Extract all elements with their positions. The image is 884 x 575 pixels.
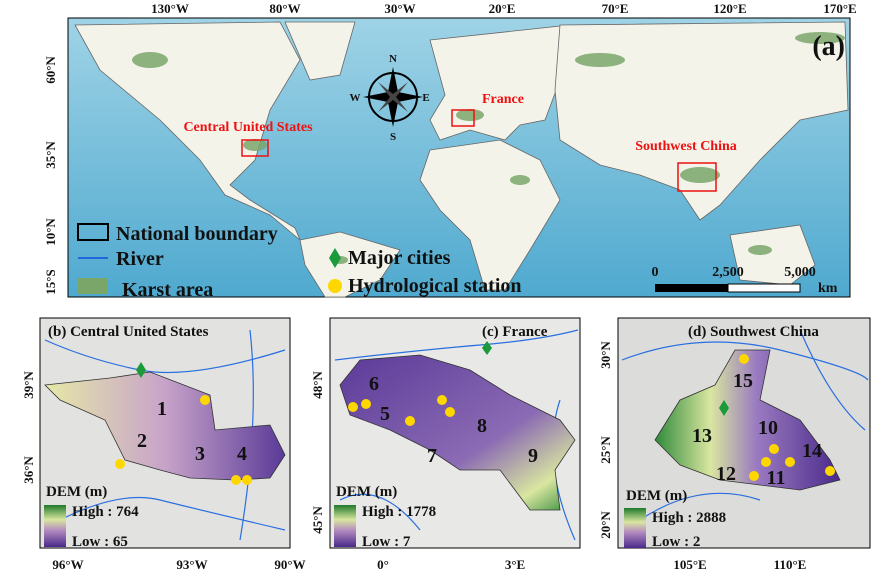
lon-label: 70°E — [602, 1, 629, 16]
legend-city-swatch — [329, 248, 341, 268]
basin-number: 12 — [716, 463, 736, 485]
region-label: Central United States — [183, 120, 313, 135]
lat-label: 10°N — [43, 218, 58, 246]
dem-title: DEM (m) — [336, 484, 397, 500]
dem-high: High : 2888 — [652, 510, 726, 526]
panel-title: (d) Southwest China — [688, 324, 819, 340]
lat-label: 20°N — [598, 511, 613, 539]
basin-number: 5 — [380, 403, 390, 425]
basin-number: 3 — [195, 443, 205, 465]
legend-boundary-swatch — [77, 223, 109, 241]
lat-label: 60°N — [43, 56, 58, 84]
dem-low: Low : 7 — [362, 534, 411, 550]
dem-high: High : 1778 — [362, 504, 436, 520]
dem-legend — [44, 505, 66, 547]
scale-label: 0 — [652, 265, 659, 280]
lon-label: 96°W — [52, 557, 83, 572]
lon-label: 93°W — [176, 557, 207, 572]
basin-number: 11 — [767, 467, 786, 489]
basin-number: 13 — [692, 425, 712, 447]
scale-bar — [727, 283, 801, 293]
lat-label: 45°N — [310, 506, 325, 534]
lon-label: 0° — [377, 557, 389, 572]
lon-label: 80°W — [269, 1, 300, 16]
lon-label: 110°E — [774, 557, 807, 572]
panel-d-basins — [654, 349, 841, 491]
dem-low: Low : 65 — [72, 534, 128, 550]
legend-karst-swatch — [78, 278, 108, 294]
legend-label: National boundary — [116, 223, 278, 245]
panel-c-basins — [339, 354, 576, 511]
dem-title: DEM (m) — [46, 484, 107, 500]
basin-number: 2 — [137, 430, 147, 452]
basin-number: 10 — [758, 417, 778, 439]
lat-label: 48°N — [310, 371, 325, 399]
lat-label: 30°N — [598, 341, 613, 369]
cities — [136, 341, 729, 416]
lon-label: 105°E — [673, 557, 706, 572]
lon-label: 3°E — [505, 557, 525, 572]
scale-unit: km — [818, 281, 838, 296]
compass-label: W — [350, 92, 361, 104]
basin-number: 7 — [427, 445, 437, 467]
scale-label: 2,500 — [712, 265, 744, 280]
basin-number: 14 — [802, 440, 822, 462]
region-label: France — [482, 92, 524, 107]
stations — [115, 354, 835, 485]
lon-label: 20°E — [489, 1, 516, 16]
legend-label: Major cities — [348, 247, 451, 269]
panel-b-basins — [44, 371, 286, 481]
legend-station-swatch — [328, 279, 342, 293]
compass — [363, 67, 423, 127]
legend-label: River — [116, 248, 164, 270]
lat-label: 25°N — [598, 436, 613, 464]
compass-label: S — [390, 131, 396, 143]
scale-label: 5,000 — [784, 265, 816, 280]
lat-label: 39°N — [21, 371, 36, 399]
lat-label: 35°N — [43, 141, 58, 169]
panel-title: (b) Central United States — [48, 324, 209, 340]
basin-number: 4 — [237, 443, 247, 465]
study-area-boxes — [241, 109, 717, 192]
basin-number: 9 — [528, 445, 538, 467]
dem-high: High : 764 — [72, 504, 139, 520]
lon-label: 90°W — [274, 557, 305, 572]
compass-label: N — [389, 53, 397, 65]
karst-areas — [132, 32, 845, 264]
region-label: Southwest China — [635, 139, 737, 154]
panel-label: (a) — [812, 31, 845, 62]
legend-label: Karst area — [122, 279, 213, 301]
panel-title: (c) France — [482, 324, 548, 340]
dem-low: Low : 2 — [652, 534, 700, 550]
scale-bar — [655, 284, 728, 292]
lon-label: 120°E — [713, 1, 746, 16]
dem-title: DEM (m) — [626, 488, 687, 504]
basin-number: 1 — [157, 398, 167, 420]
basin-number: 15 — [733, 370, 753, 392]
lat-label: 36°N — [21, 456, 36, 484]
lon-label: 170°E — [823, 1, 856, 16]
legend-label: Hydrological station — [348, 275, 522, 297]
basin-number: 6 — [369, 373, 379, 395]
lon-label: 130°W — [151, 1, 189, 16]
lat-label: 15°S — [43, 269, 58, 294]
lon-label: 30°W — [384, 1, 415, 16]
dem-legend — [624, 508, 646, 548]
compass-label: E — [422, 92, 429, 104]
dem-legend — [334, 505, 356, 547]
basin-number: 8 — [477, 415, 487, 437]
